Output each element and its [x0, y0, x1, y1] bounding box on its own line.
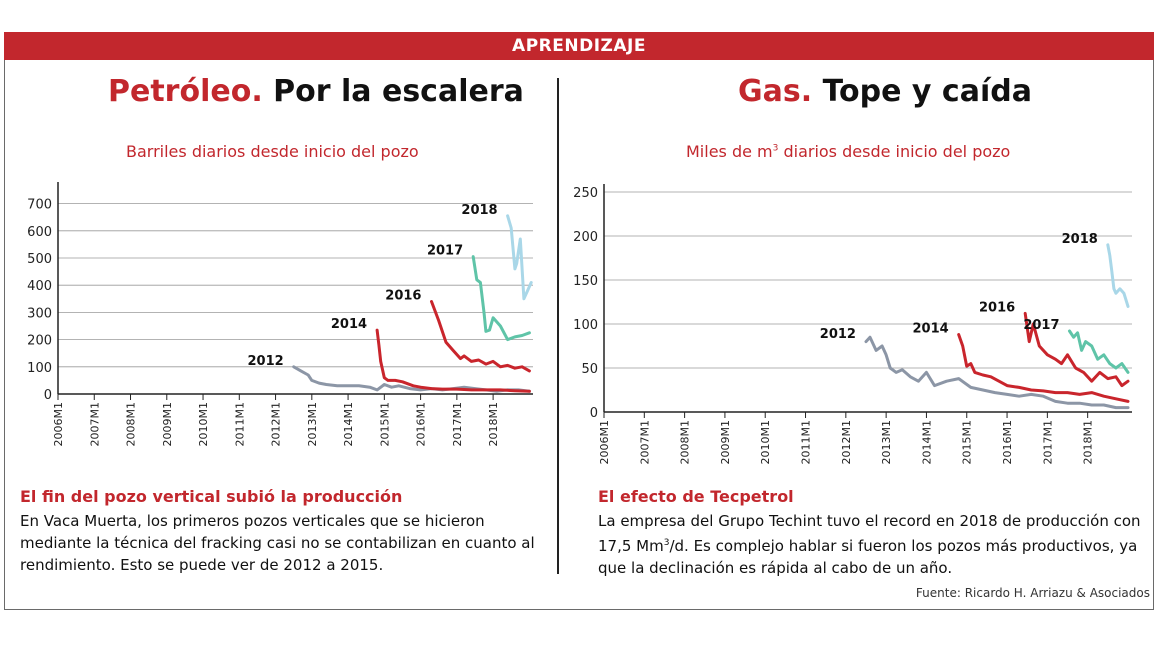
- source-credit: Fuente: Ricardo H. Arriazu & Asociados: [915, 586, 1150, 600]
- series-label-2014: 2014: [912, 322, 948, 337]
- right-note-heading: El efecto de Tecpetrol: [598, 487, 794, 506]
- x-tick-label: 2011M1: [233, 402, 246, 446]
- x-tick-label: 2006M1: [598, 420, 611, 464]
- series-line-2012: [864, 335, 1130, 410]
- column-divider: [557, 78, 559, 574]
- right-title-black: Tope y caída: [812, 74, 1032, 109]
- series-label-2016: 2016: [385, 289, 421, 304]
- y-tick-label: 500: [27, 252, 52, 267]
- right-subtitle-pre: Miles de m: [686, 142, 773, 161]
- right-title-red: Gas.: [738, 74, 813, 109]
- x-tick-label: 2009M1: [161, 402, 174, 446]
- y-tick-label: 250: [573, 186, 598, 201]
- x-tick-label: 2016M1: [1001, 420, 1014, 464]
- right-title: Gas. Tope y caída: [738, 74, 1032, 109]
- right-chart-subtitle: Miles de m3 diarios desde inicio del poz…: [686, 142, 1010, 161]
- y-tick-label: 100: [27, 361, 52, 376]
- left-title-red: Petróleo.: [108, 74, 263, 109]
- x-tick-label: 2017M1: [1041, 420, 1054, 464]
- series-label-2012: 2012: [820, 327, 856, 342]
- right-subtitle-sup: 3: [772, 143, 779, 154]
- x-tick-label: 2015M1: [961, 420, 974, 464]
- y-tick-label: 600: [27, 225, 52, 240]
- x-tick-label: 2007M1: [638, 420, 651, 464]
- x-tick-label: 2013M1: [306, 402, 319, 446]
- x-tick-label: 2009M1: [719, 420, 732, 464]
- series-line-2017: [471, 255, 531, 342]
- right-note-body-1: La empresa del Grupo Techint tuvo el rec…: [598, 512, 1141, 555]
- y-tick-label: 300: [27, 306, 52, 321]
- x-tick-label: 2016M1: [415, 402, 428, 446]
- series-line-2016: [1023, 311, 1130, 388]
- y-tick-label: 200: [27, 334, 52, 349]
- x-tick-label: 2018M1: [1082, 420, 1095, 464]
- right-note-body-sup: 3: [663, 538, 670, 548]
- y-tick-label: 150: [573, 274, 598, 289]
- series-line-2014: [957, 333, 1130, 403]
- series-label-2014: 2014: [331, 317, 367, 332]
- x-tick-label: 2012M1: [840, 420, 853, 464]
- left-note-heading: El fin del pozo vertical subió la produc…: [20, 487, 403, 506]
- left-title-black: Por la escalera: [262, 74, 524, 109]
- right-note-body-2: /d. Es complejo hablar si fueron los poz…: [598, 537, 1138, 577]
- x-tick-label: 2008M1: [679, 420, 692, 464]
- left-title: Petróleo. Por la escalera: [108, 74, 524, 109]
- left-note-body: En Vaca Muerta, los primeros pozos verti…: [20, 512, 535, 574]
- oil-chart: 0 100 200 300 400 500 600 700 2006M1 2007M1 2008M1…: [27, 182, 533, 446]
- series-line-2018: [1106, 243, 1130, 308]
- x-tick-label: 2017M1: [451, 402, 464, 446]
- right-subtitle-post: diarios desde inicio del pozo: [778, 142, 1011, 161]
- right-note-body: La empresa del Grupo Techint tuvo el rec…: [598, 510, 1143, 579]
- x-tick-label: 2011M1: [800, 420, 813, 464]
- y-tick-label: 700: [27, 198, 52, 213]
- series-line-2018: [506, 214, 533, 301]
- y-tick-label: 400: [27, 279, 52, 294]
- x-tick-label: 2008M1: [125, 402, 138, 446]
- x-tick-label: 2010M1: [197, 402, 210, 446]
- gas-chart: 0 50 100 150 200 250 2006M1 2007M1 2008M1 2009M1 2…: [573, 184, 1132, 464]
- series-label-2018: 2018: [1062, 232, 1098, 247]
- x-tick-label: 2010M1: [759, 420, 772, 464]
- y-tick-label: 100: [573, 318, 598, 333]
- x-tick-label: 2013M1: [880, 420, 893, 464]
- section-banner: APRENDIZAJE: [4, 32, 1154, 60]
- x-tick-label: 2006M1: [52, 402, 65, 446]
- left-chart-subtitle: Barriles diarios desde inicio del pozo: [126, 142, 419, 161]
- y-tick-label: 50: [581, 362, 598, 377]
- series-line-2017: [1068, 329, 1130, 374]
- series-label-2017: 2017: [1023, 318, 1059, 333]
- series-line-2014: [375, 328, 531, 393]
- x-tick-label: 2014M1: [920, 420, 933, 464]
- series-line-2012: [292, 365, 531, 393]
- series-label-2018: 2018: [461, 203, 497, 218]
- y-tick-label: 200: [573, 230, 598, 245]
- series-label-2016: 2016: [979, 300, 1015, 315]
- x-tick-label: 2018M1: [487, 402, 500, 446]
- x-tick-label: 2012M1: [270, 402, 283, 446]
- x-tick-label: 2007M1: [88, 402, 101, 446]
- x-tick-label: 2015M1: [378, 402, 391, 446]
- series-label-2012: 2012: [247, 354, 283, 369]
- series-line-2016: [430, 300, 531, 373]
- series-label-2017: 2017: [427, 244, 463, 259]
- y-tick-label: 0: [590, 406, 598, 421]
- y-tick-label: 0: [44, 388, 52, 403]
- x-tick-label: 2014M1: [342, 402, 355, 446]
